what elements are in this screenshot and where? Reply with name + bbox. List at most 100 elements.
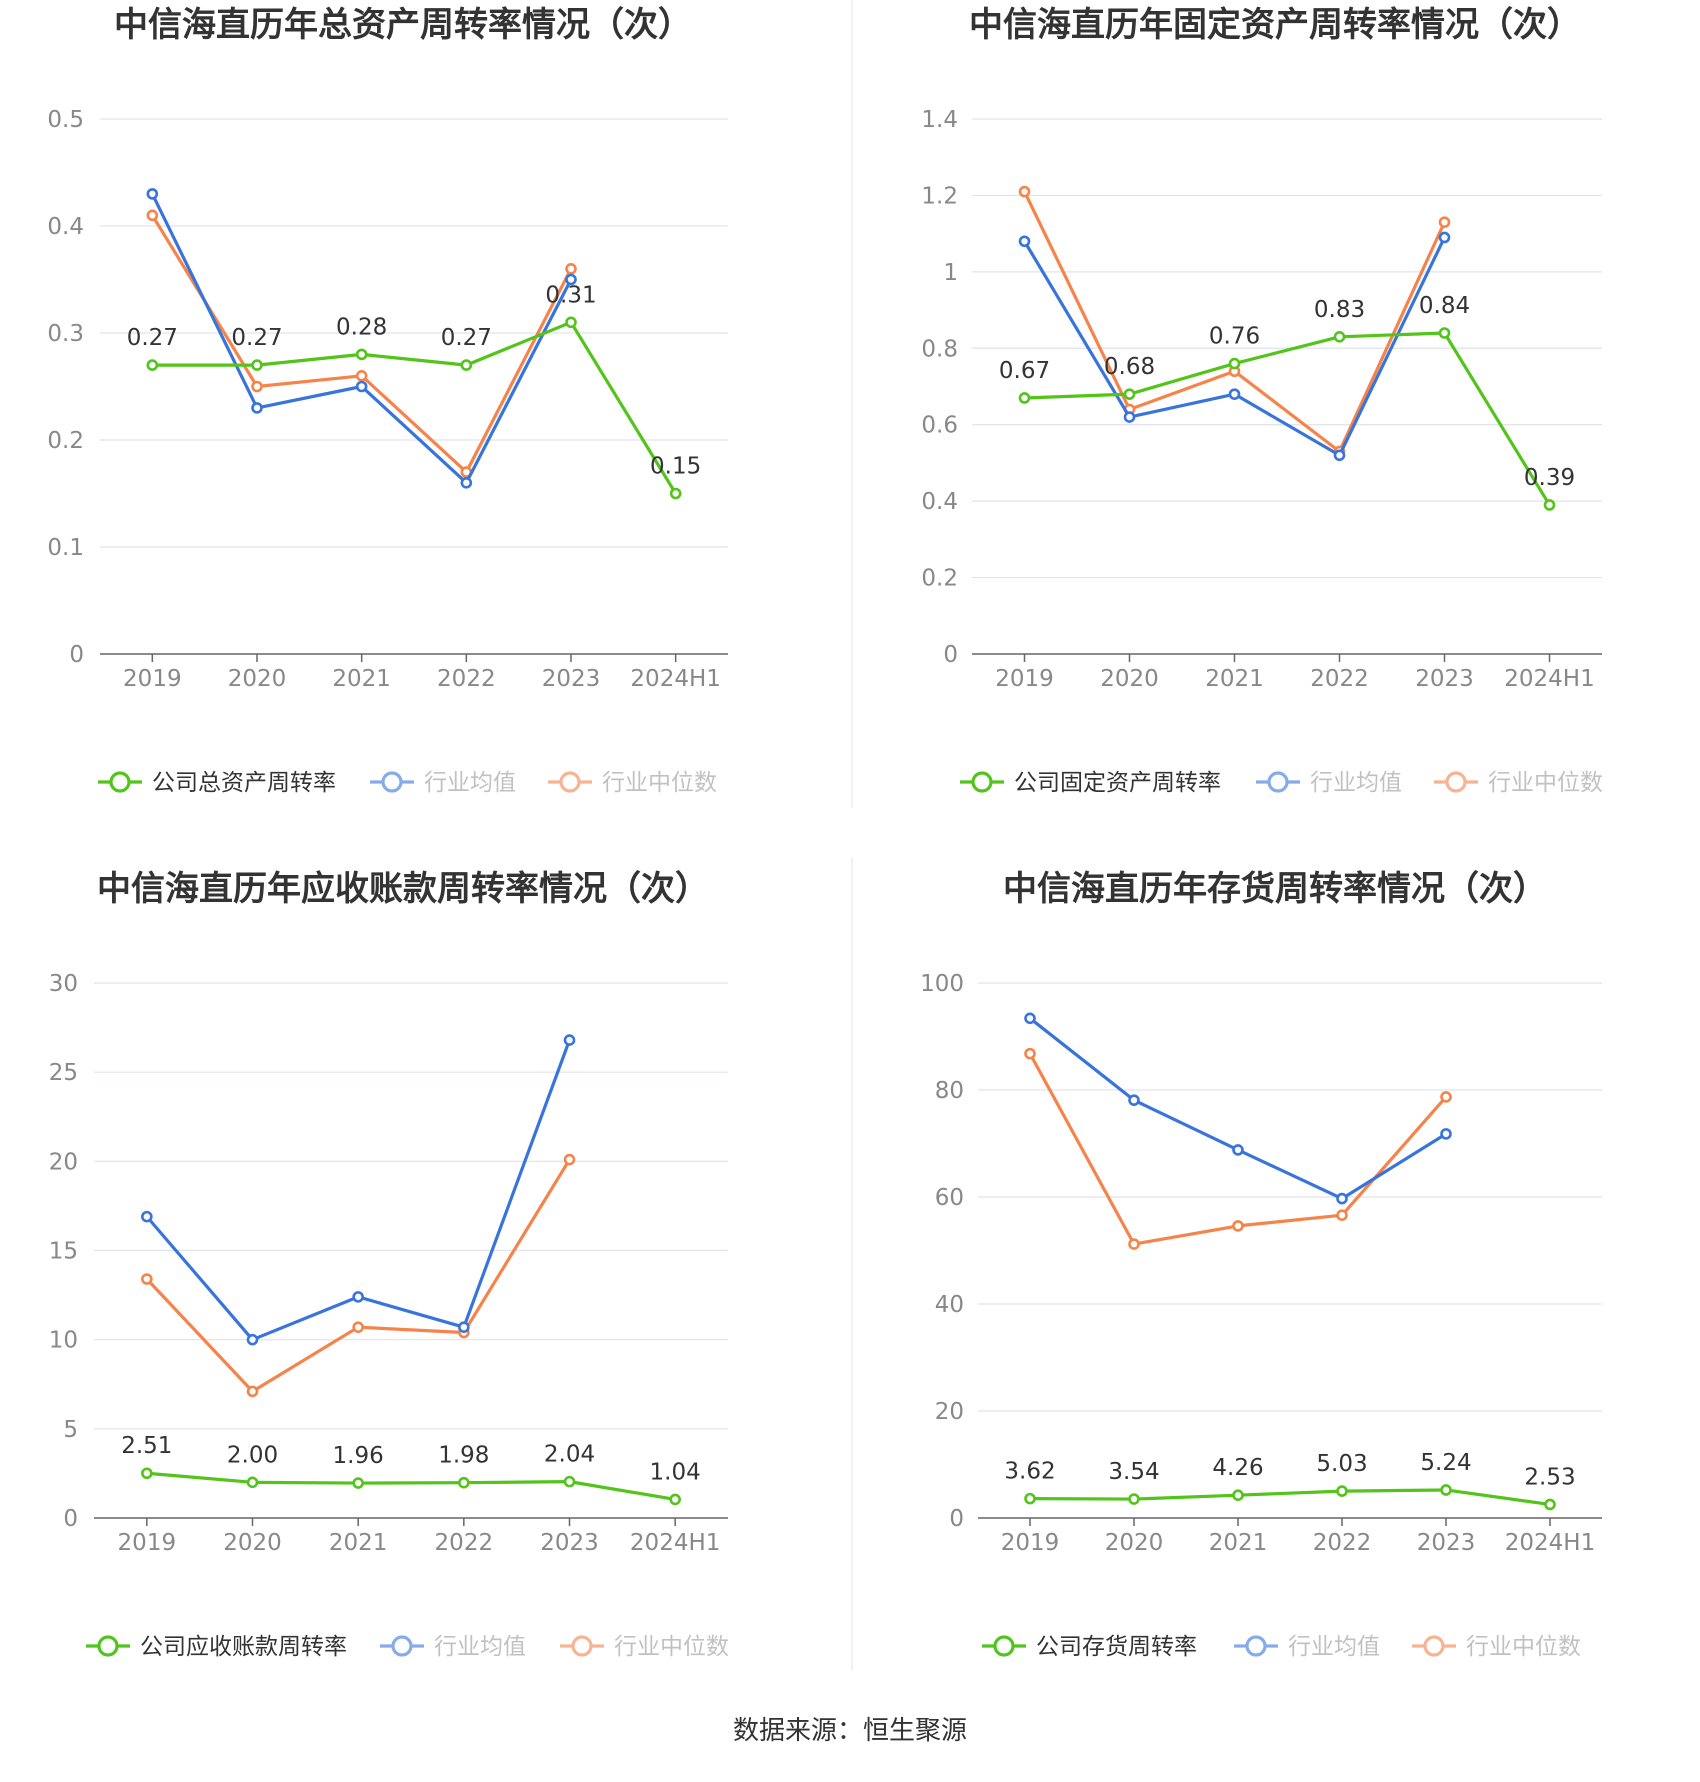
legend-label: 公司应收账款周转率 [140,1634,347,1660]
data-point-average [1018,235,1031,248]
circle-line-icon [982,1635,1026,1657]
legend-icon-circle [391,1635,413,1657]
data-point-median [352,1321,364,1333]
data-point-average [1440,1128,1452,1140]
data-point-median [1018,185,1031,198]
x-tick-label: 2022 [1310,666,1369,692]
legend-icon-circle [559,771,581,793]
y-tick-label: 30 [49,971,78,997]
y-tick-label: 15 [49,1239,78,1265]
y-tick-label: 0.4 [47,214,84,240]
data-point-company [251,359,263,371]
chart-panel-1: 中信海直历年总资产周转率情况（次） 0 0.1 0.2 0.3 0.4 0.5 2019 202… [47,5,728,796]
series-line-company [152,320,678,495]
data-point-company [1333,331,1346,343]
y-tick-label: 20 [935,1399,964,1425]
x-tick-label: 2021 [329,1530,388,1556]
legend-item-company: 公司存货周转率 [982,1634,1197,1660]
chart-title: 中信海直历年存货周转率情况（次） [1003,869,1547,909]
data-label: 0.27 [231,325,282,351]
x-tick-label: 2020 [223,1530,282,1556]
x-tick-label: 2023 [1415,666,1474,692]
x-tick-label: 2021 [332,666,391,692]
data-point-median [1438,216,1451,228]
legend-icon-circle [381,771,403,793]
data-point-average [1024,1012,1036,1025]
y-tick-label: 0.3 [47,321,84,347]
data-point-company [1544,1498,1556,1511]
data-label: 0.28 [336,314,387,340]
x-tick-label: 2019 [995,666,1054,692]
legend-item-company: 公司固定资产周转率 [960,770,1221,796]
data-point-company [246,1476,259,1489]
legend-item-median: 行业中位数 [1434,770,1603,796]
y-tick-label: 20 [49,1149,78,1175]
y-tick-label: 0 [943,642,958,668]
legend-icon-circle [109,771,131,793]
circle-line-icon [370,771,414,793]
data-point-average [352,1291,364,1303]
y-tick-label: 0 [69,642,84,668]
data-label: 0.39 [1524,465,1575,491]
y-tick-label: 80 [935,1078,964,1104]
x-tick-label: 2024H1 [1505,1530,1595,1556]
y-tick-label: 10 [49,1328,78,1354]
data-point-company [1232,1489,1244,1502]
data-point-average [355,380,368,393]
data-point-company [141,1467,153,1480]
legend-icon-circle [97,1635,119,1657]
data-point-company [460,359,473,371]
data-point-median [251,380,263,393]
circle-line-icon [1256,771,1300,793]
legend-label: 行业中位数 [614,1634,729,1660]
data-point-company [565,316,577,329]
legend-icon-circle [993,1635,1015,1657]
legend-item-average: 行业均值 [1256,770,1402,796]
circle-line-icon [98,771,142,793]
x-tick-label: 2020 [228,666,287,692]
data-label: 5.03 [1316,1451,1367,1477]
circle-line-icon [548,771,592,793]
y-tick-label: 1.2 [921,183,958,209]
data-label: 0.31 [545,282,596,308]
legend-item-average: 行业均值 [1234,1634,1380,1660]
legend-label: 公司总资产周转率 [152,770,336,796]
y-tick-label: 0 [949,1506,964,1532]
data-point-average [1333,449,1346,462]
y-tick-label: 0.2 [921,566,958,592]
y-tick-label: 0 [63,1506,78,1532]
x-tick-label: 2023 [542,666,601,692]
data-point-average [1228,388,1241,400]
legend-icon-circle [1445,771,1467,793]
data-point-median [1336,1209,1348,1221]
y-tick-label: 0.1 [47,535,84,561]
legend-label: 行业均值 [1288,1634,1380,1660]
legend-icon-circle [971,771,993,793]
y-tick-label: 5 [63,1417,78,1443]
chart-title: 中信海直历年总资产周转率情况（次） [114,5,692,45]
data-point-median [146,209,159,222]
legend-label: 行业均值 [1310,770,1402,796]
data-label: 0.27 [441,325,492,351]
data-point-company [1018,392,1031,404]
legend-item-median: 行业中位数 [1412,1634,1581,1660]
data-point-company [563,1475,576,1488]
data-point-company [1543,499,1556,511]
circle-line-icon [380,1635,424,1657]
data-point-median [1232,1220,1244,1232]
data-label: 2.00 [227,1442,278,1468]
data-point-company [1438,327,1451,339]
data-point-average [146,188,159,200]
legend-label: 行业均值 [434,1634,526,1660]
legend-item-median: 行业中位数 [560,1634,729,1660]
data-label: 0.83 [1314,297,1365,323]
legend-item-company: 公司总资产周转率 [98,770,336,796]
y-tick-label: 40 [935,1292,964,1318]
series-line-company [1029,1488,1551,1507]
data-point-company [146,359,159,371]
data-point-median [1024,1047,1036,1060]
x-tick-label: 2024H1 [630,666,720,692]
series-line-median [1023,190,1446,454]
data-label: 2.51 [121,1433,172,1459]
